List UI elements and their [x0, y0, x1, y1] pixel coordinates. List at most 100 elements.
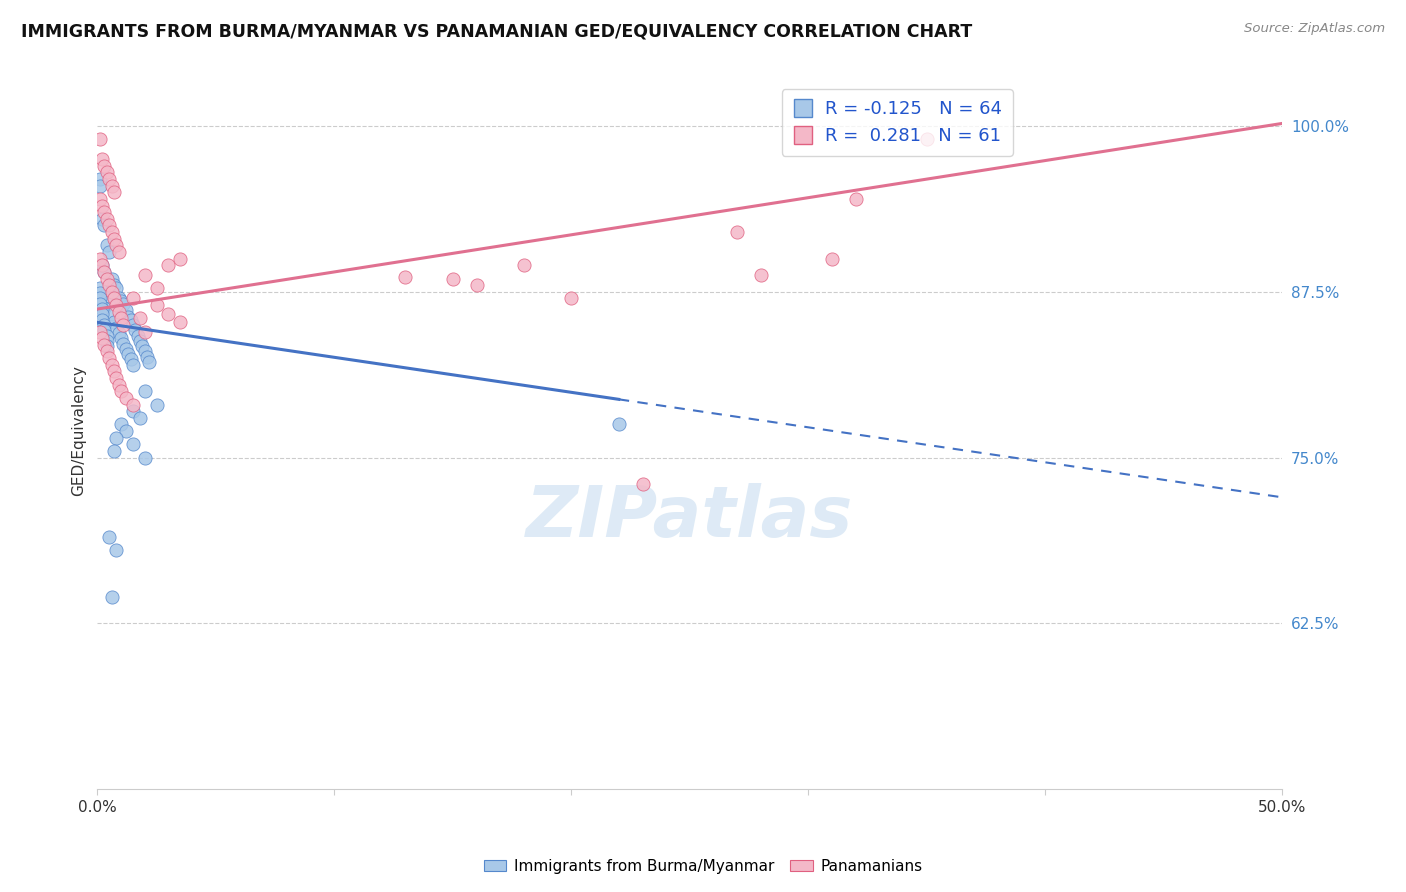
- Point: [91, 211, 114, 226]
- Point: [122, 358, 145, 372]
- Point: [100, 285, 122, 299]
- Point: [93, 338, 115, 352]
- Point: [93, 205, 115, 219]
- Point: [169, 315, 191, 329]
- Y-axis label: GED/Equivalency: GED/Equivalency: [72, 366, 86, 497]
- Point: [134, 344, 156, 359]
- Point: [560, 292, 582, 306]
- Point: [98, 278, 121, 293]
- Point: [134, 325, 156, 339]
- Point: [749, 268, 772, 282]
- Point: [136, 350, 159, 364]
- Point: [129, 311, 152, 326]
- Point: [103, 292, 125, 306]
- Point: [89, 178, 111, 193]
- Point: [441, 271, 464, 285]
- Point: [145, 281, 167, 295]
- Point: [103, 444, 125, 458]
- Point: [100, 178, 122, 193]
- Point: [96, 339, 118, 353]
- Point: [96, 165, 118, 179]
- Point: [169, 252, 191, 266]
- Point: [114, 303, 136, 318]
- Point: [89, 292, 111, 306]
- Point: [122, 398, 145, 412]
- Point: [103, 186, 125, 200]
- Point: [91, 198, 114, 212]
- Point: [821, 252, 844, 266]
- Point: [129, 410, 152, 425]
- Point: [89, 132, 111, 146]
- Point: [117, 310, 139, 324]
- Point: [89, 252, 111, 266]
- Point: [93, 265, 115, 279]
- Point: [112, 297, 135, 311]
- Point: [122, 318, 145, 332]
- Point: [96, 271, 118, 285]
- Point: [100, 271, 122, 285]
- Point: [394, 270, 416, 285]
- Point: [114, 391, 136, 405]
- Point: [120, 312, 142, 326]
- Point: [145, 298, 167, 312]
- Point: [91, 312, 114, 326]
- Point: [122, 437, 145, 451]
- Point: [91, 301, 114, 316]
- Point: [103, 315, 125, 329]
- Point: [93, 318, 115, 332]
- Point: [845, 192, 868, 206]
- Point: [91, 258, 114, 272]
- Point: [114, 424, 136, 438]
- Legend: R = -0.125   N = 64, R =  0.281   N = 61: R = -0.125 N = 64, R = 0.281 N = 61: [782, 89, 1012, 156]
- Point: [725, 225, 748, 239]
- Point: [89, 281, 111, 295]
- Point: [915, 132, 938, 146]
- Point: [110, 384, 132, 399]
- Point: [89, 286, 111, 301]
- Point: [138, 355, 160, 369]
- Point: [107, 304, 129, 318]
- Point: [157, 307, 180, 321]
- Point: [91, 307, 114, 321]
- Point: [96, 285, 118, 299]
- Text: IMMIGRANTS FROM BURMA/MYANMAR VS PANAMANIAN GED/EQUIVALENCY CORRELATION CHART: IMMIGRANTS FROM BURMA/MYANMAR VS PANAMAN…: [21, 22, 973, 40]
- Point: [103, 278, 125, 293]
- Point: [89, 297, 111, 311]
- Point: [465, 278, 488, 293]
- Point: [110, 417, 132, 432]
- Point: [122, 404, 145, 418]
- Point: [114, 342, 136, 356]
- Point: [89, 325, 111, 339]
- Point: [110, 331, 132, 345]
- Point: [131, 339, 153, 353]
- Point: [100, 225, 122, 239]
- Point: [96, 211, 118, 226]
- Text: ZIPatlas: ZIPatlas: [526, 483, 853, 551]
- Point: [145, 398, 167, 412]
- Point: [105, 543, 128, 558]
- Point: [103, 232, 125, 246]
- Point: [93, 219, 115, 233]
- Point: [105, 298, 128, 312]
- Point: [105, 371, 128, 385]
- Point: [105, 238, 128, 252]
- Point: [127, 328, 149, 343]
- Point: [91, 152, 114, 166]
- Point: [112, 336, 135, 351]
- Point: [100, 307, 122, 321]
- Point: [91, 331, 114, 345]
- Point: [134, 384, 156, 399]
- Point: [105, 320, 128, 334]
- Point: [105, 281, 128, 295]
- Point: [98, 245, 121, 260]
- Point: [89, 192, 111, 206]
- Point: [120, 352, 142, 367]
- Point: [112, 318, 135, 332]
- Point: [96, 334, 118, 348]
- Point: [134, 268, 156, 282]
- Text: Source: ZipAtlas.com: Source: ZipAtlas.com: [1244, 22, 1385, 36]
- Point: [96, 344, 118, 359]
- Point: [110, 311, 132, 326]
- Point: [93, 265, 115, 279]
- Point: [122, 292, 145, 306]
